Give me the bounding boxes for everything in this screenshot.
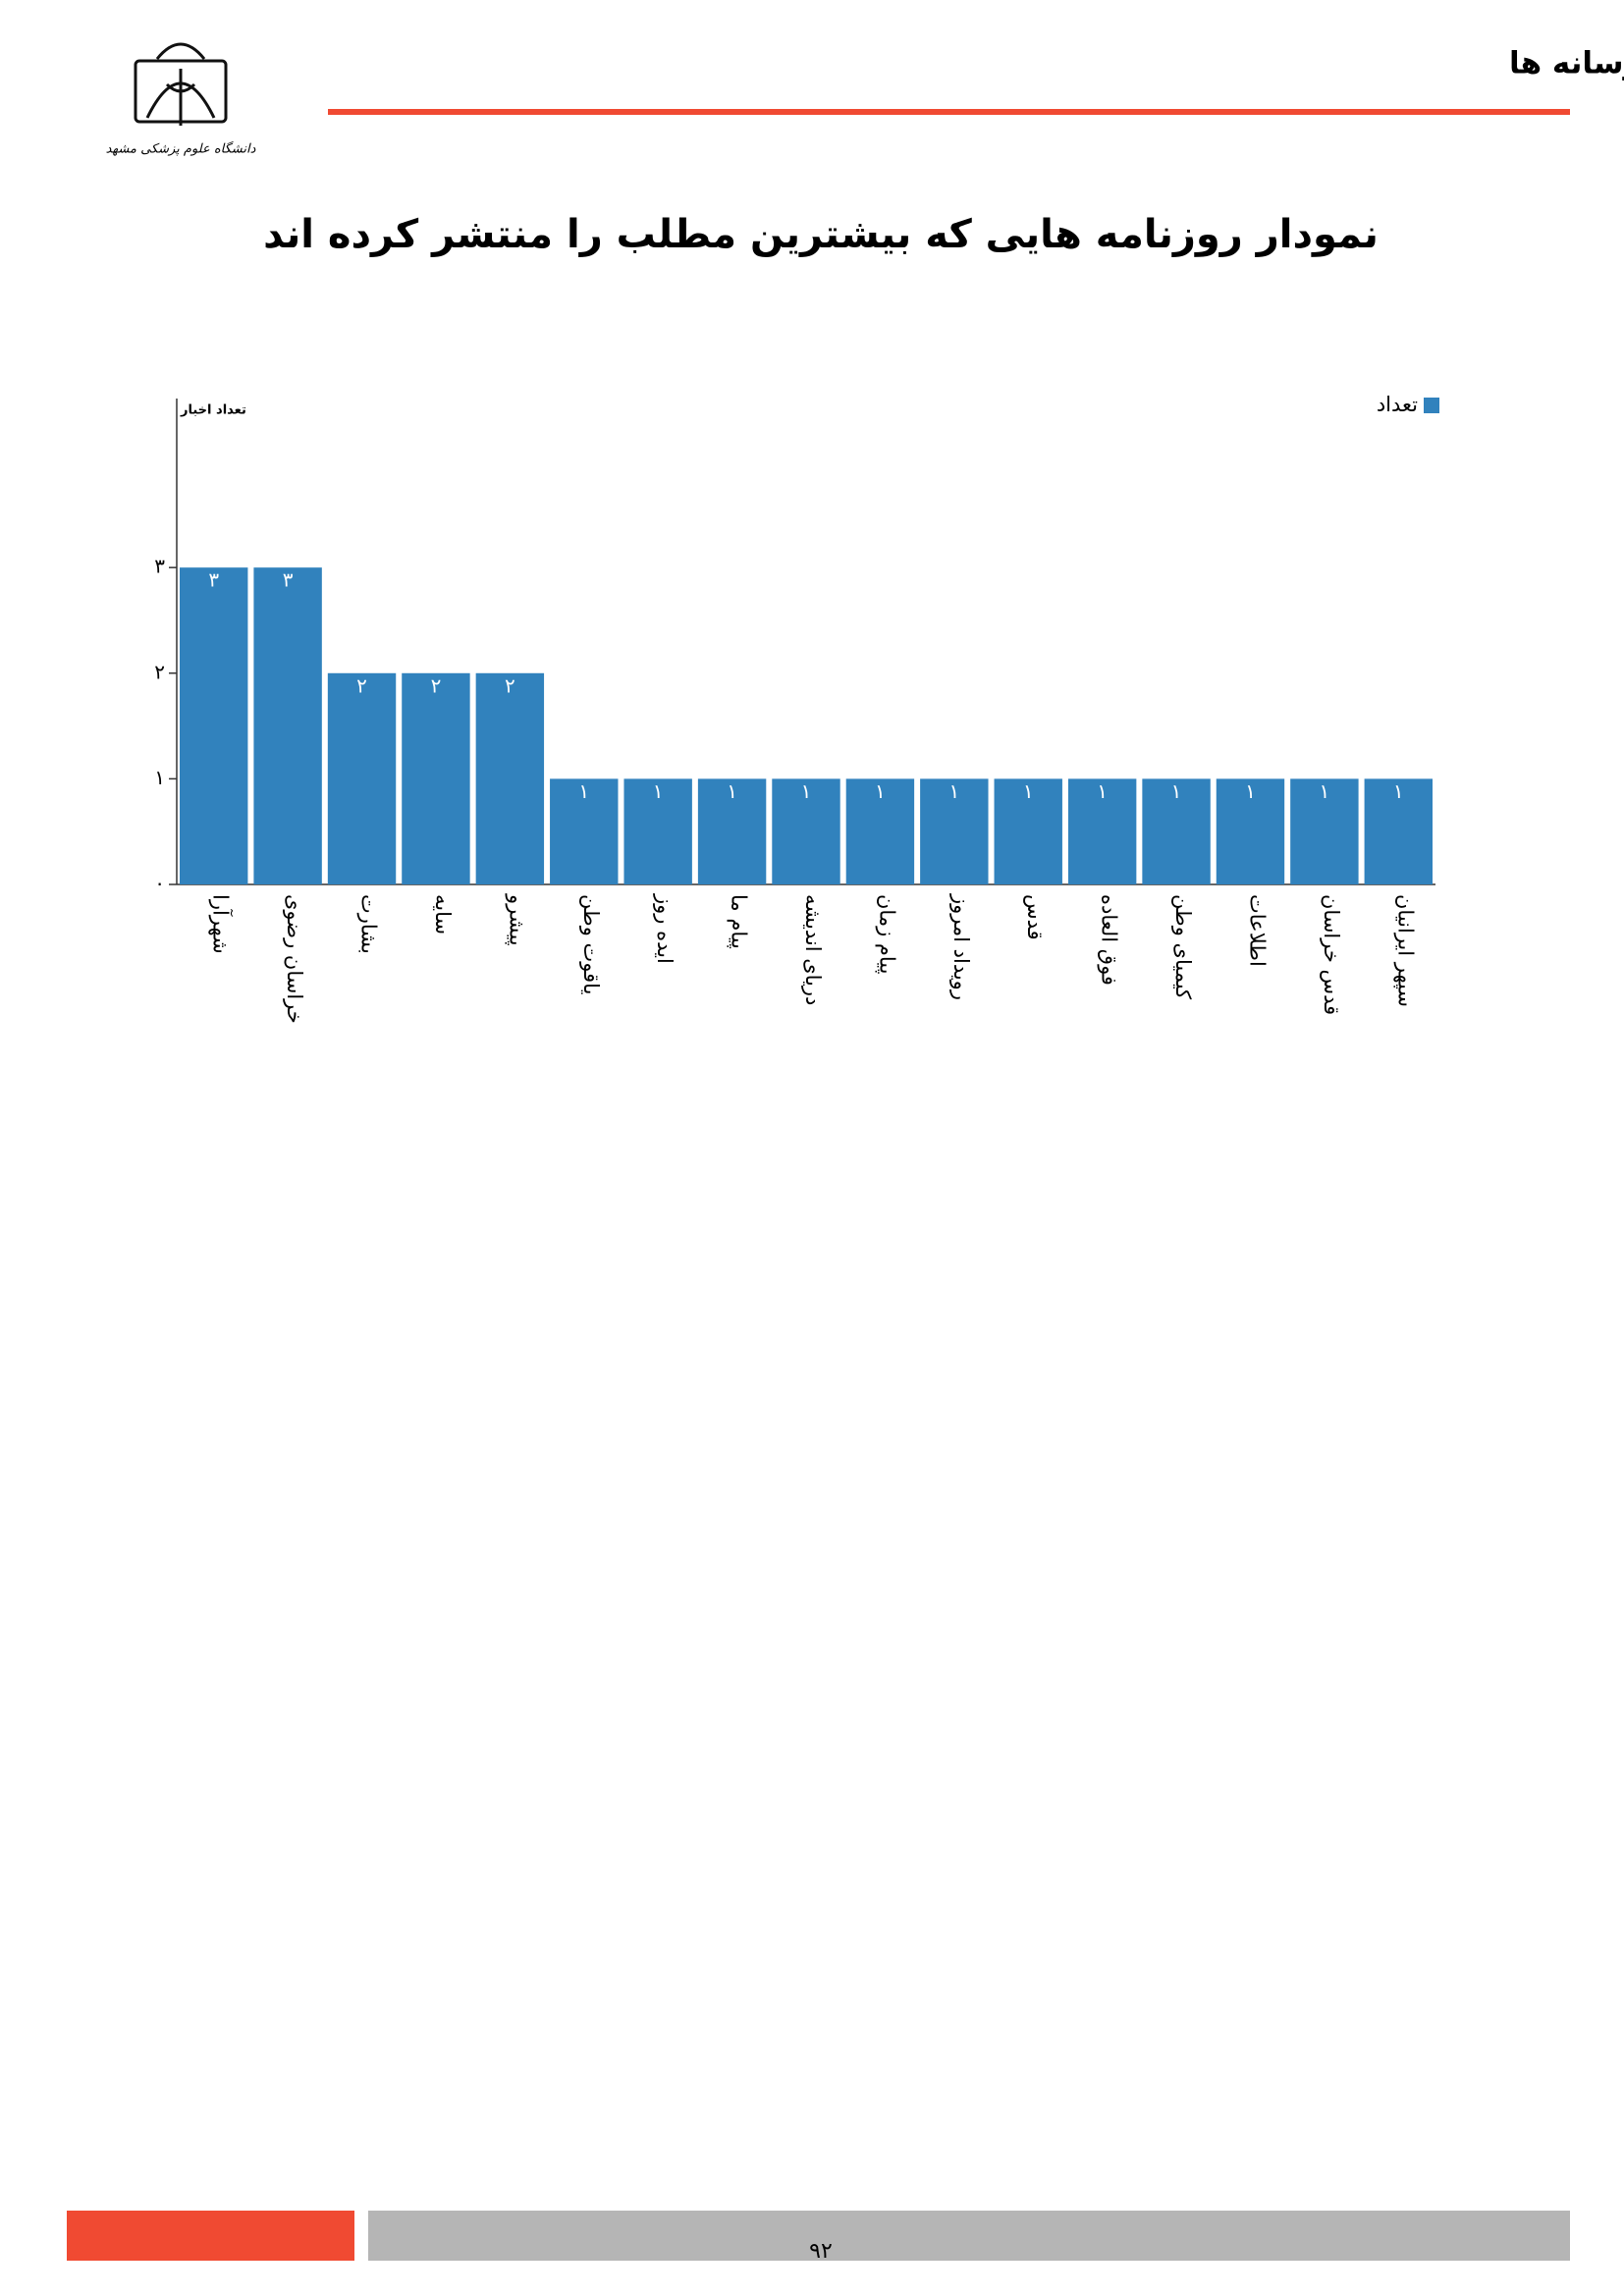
legend-swatch xyxy=(1424,398,1439,413)
x-tick-label: سپهر ایرانیان xyxy=(1393,894,1417,1007)
value-label: ۱ xyxy=(1393,779,1404,803)
value-label: ۱ xyxy=(948,779,959,803)
x-tick-label: ایده روز xyxy=(653,893,677,964)
footer-accent xyxy=(67,2211,354,2261)
value-label: ۲ xyxy=(505,673,515,697)
x-tick-label: اطلاعات xyxy=(1245,894,1269,967)
legend-label: تعداد xyxy=(1377,393,1418,416)
x-tick-label: خراسان رضوی xyxy=(283,894,306,1024)
logo xyxy=(134,42,228,126)
value-label: ۱ xyxy=(801,779,812,803)
value-label: ۱ xyxy=(653,779,664,803)
bar xyxy=(994,778,1062,884)
value-label: ۱ xyxy=(1023,779,1034,803)
y-tick-label: ۱ xyxy=(154,766,165,789)
bar xyxy=(180,567,248,884)
value-label: ۲ xyxy=(431,673,442,697)
x-tick-label: شهرآرا xyxy=(209,894,234,954)
bar xyxy=(253,567,322,884)
x-tick-label: سایه xyxy=(431,894,455,934)
value-label: ۳ xyxy=(208,568,219,592)
y-axis-label: تعداد اخبار xyxy=(180,403,246,418)
x-tick-label: پیشرو xyxy=(505,893,528,946)
header-title: انعکاس اخبار دانشگاه علوم پزشکی مشهد در … xyxy=(1509,45,1624,81)
value-label: ۱ xyxy=(727,779,737,803)
value-label: ۳ xyxy=(283,568,294,592)
value-label: ۱ xyxy=(1245,779,1256,803)
value-label: ۱ xyxy=(1097,779,1108,803)
bar xyxy=(772,778,840,884)
value-label: ۱ xyxy=(1320,779,1330,803)
x-tick-label: فوق العاده xyxy=(1098,894,1121,986)
x-tick-label: قدس xyxy=(1023,894,1047,940)
x-tick-label: رویداد امروز xyxy=(949,893,973,1000)
x-tick-label: دریای اندیشه xyxy=(801,894,825,1005)
value-label: ۲ xyxy=(356,673,367,697)
bar xyxy=(402,672,470,884)
x-tick-label: پیام ما xyxy=(728,894,751,949)
bar xyxy=(920,778,989,884)
bar xyxy=(1216,778,1285,884)
value-label: ۱ xyxy=(1171,779,1182,803)
logo-text: دانشگاه علوم پزشکی مشهد xyxy=(106,141,256,157)
x-tick-label: یاقوت وطن xyxy=(579,894,603,995)
bar xyxy=(623,778,692,884)
x-tick-label: بشارت xyxy=(357,894,381,954)
chart: ۰ ۱ ۲ ۳ ۳ ۳ ۲ ۲ ۲ ۱ ۱ ۱ ۱ ۱ ۱ ۱ ۱ ۱ ۱ ۱ ۱ تعداد شهرآرا خراسان ر… xyxy=(154,393,1439,1024)
y-tick-label: ۲ xyxy=(154,660,165,683)
bar xyxy=(475,672,545,884)
bar xyxy=(697,778,767,884)
bar xyxy=(845,778,915,884)
x-tick-label: قدس خراسان xyxy=(1320,894,1343,1015)
header-rule xyxy=(328,109,1570,115)
x-tick-label: پیام زمان xyxy=(875,894,898,975)
footer-bar xyxy=(368,2211,1570,2261)
bar xyxy=(1290,778,1359,884)
chart-title: نمودار روزنامه هایی که بیشترین مطلب را م… xyxy=(263,212,1379,257)
x-tick-label: کیمیای وطن xyxy=(1171,894,1195,999)
value-label: ۱ xyxy=(578,779,589,803)
y-tick-label: ۰ xyxy=(154,872,165,895)
bar xyxy=(550,778,619,884)
bar xyxy=(1142,778,1211,884)
page-number: ۹۲ xyxy=(809,2239,833,2264)
bar xyxy=(1067,778,1137,884)
bar xyxy=(327,672,397,884)
bar xyxy=(1364,778,1433,884)
y-tick-label: ۳ xyxy=(154,555,165,578)
value-label: ۱ xyxy=(875,779,886,803)
